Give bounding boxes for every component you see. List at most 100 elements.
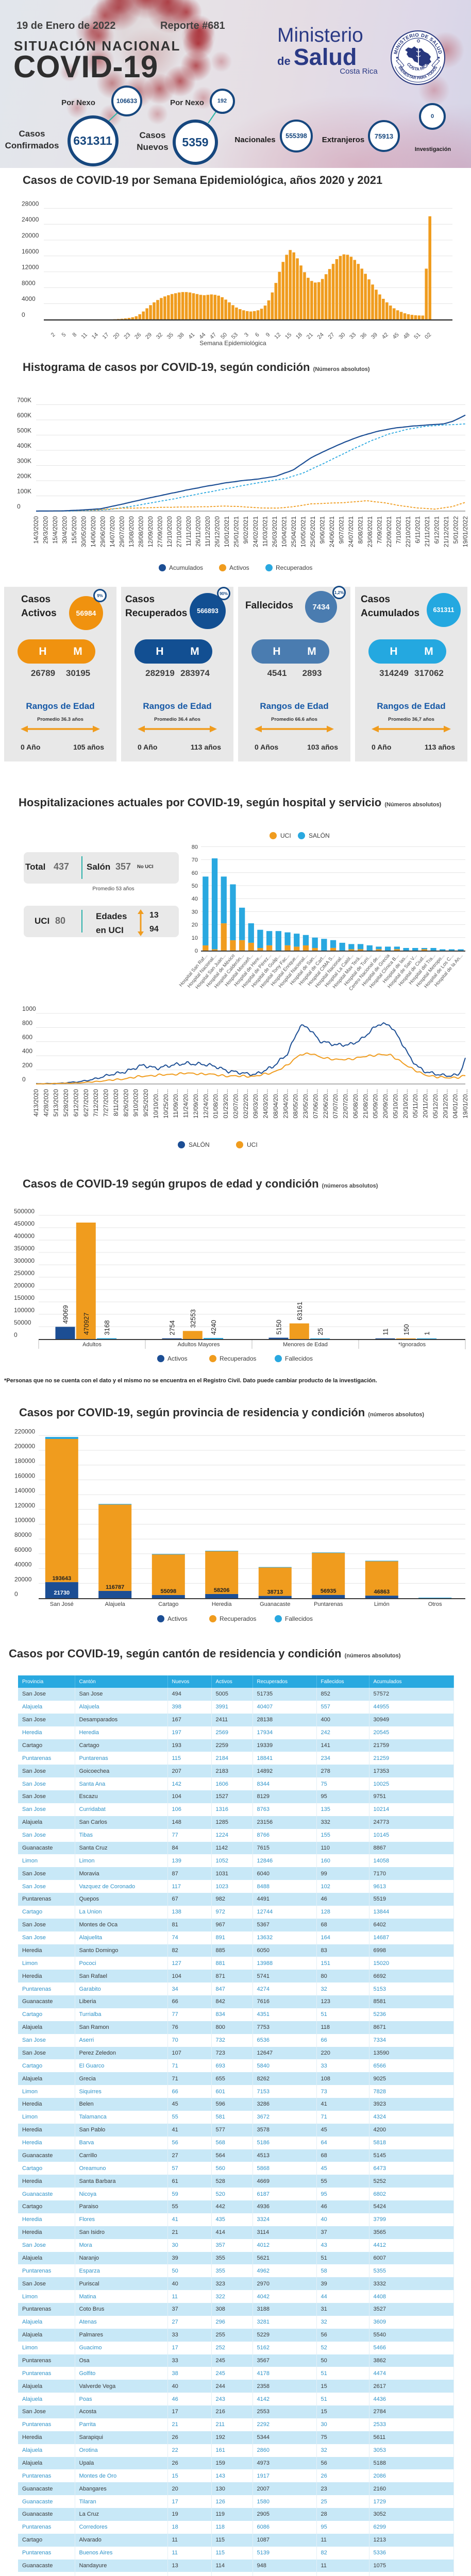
svg-text:6/27/2020: 6/27/2020 (82, 1089, 90, 1117)
svg-text:21730: 21730 (54, 1590, 70, 1596)
svg-text:9/25/2020: 9/25/2020 (142, 1089, 149, 1117)
svg-text:05/09/20...: 05/09/20... (372, 1089, 379, 1118)
svg-text:19/01/20...: 19/01/20... (462, 1089, 469, 1118)
svg-text:8000: 8000 (22, 279, 36, 286)
svg-text:Recuperados: Recuperados (276, 564, 312, 571)
svg-text:21/11/2021: 21/11/2021 (424, 516, 431, 547)
svg-text:250000: 250000 (14, 1269, 35, 1277)
svg-text:200: 200 (22, 1062, 32, 1069)
svg-text:Recuperados: Recuperados (220, 1355, 256, 1362)
svg-text:38: 38 (177, 332, 186, 341)
svg-text:10: 10 (192, 935, 198, 941)
svg-text:23/05/20...: 23/05/20... (302, 1089, 309, 1118)
svg-text:Activos: Activos (167, 1355, 188, 1362)
svg-text:9: 9 (265, 332, 272, 338)
svg-text:09/03/20...: 09/03/20... (252, 1089, 259, 1118)
svg-text:0: 0 (22, 1076, 26, 1083)
svg-text:1000: 1000 (22, 1005, 36, 1012)
svg-text:140000: 140000 (14, 1487, 35, 1494)
svg-text:5/13/2020: 5/13/2020 (53, 1089, 60, 1117)
svg-text:23: 23 (123, 332, 131, 341)
svg-text:33: 33 (348, 332, 357, 341)
svg-text:400000: 400000 (14, 1232, 35, 1240)
svg-text:50: 50 (192, 883, 198, 889)
svg-text:18: 18 (295, 332, 304, 341)
svg-text:23/08/2021: 23/08/2021 (366, 516, 374, 547)
svg-text:100000: 100000 (14, 1307, 35, 1314)
svg-text:8/11/2020: 8/11/2020 (112, 1089, 120, 1116)
svg-text:470927: 470927 (82, 1313, 90, 1335)
svg-text:24/07/2021: 24/07/2021 (347, 516, 355, 547)
svg-text:12000: 12000 (22, 264, 39, 271)
svg-text:26: 26 (133, 332, 142, 341)
svg-text:02/22/20...: 02/22/20... (242, 1089, 249, 1118)
svg-text:13/08/2020: 13/08/2020 (128, 516, 135, 547)
svg-text:100K: 100K (17, 488, 31, 495)
svg-text:Limón: Limón (374, 1601, 390, 1607)
svg-text:3: 3 (243, 332, 250, 338)
svg-text:15/4/2020: 15/4/2020 (52, 516, 59, 544)
svg-text:9/06/2021: 9/06/2021 (318, 516, 326, 544)
svg-text:29: 29 (144, 332, 153, 341)
svg-text:4/13/2020: 4/13/2020 (32, 1089, 40, 1117)
svg-text:200000: 200000 (14, 1282, 35, 1289)
svg-text:26/11/2020: 26/11/2020 (195, 516, 202, 547)
svg-text:28/08/2020: 28/08/2020 (138, 516, 145, 547)
svg-text:11/03/2021: 11/03/2021 (261, 516, 268, 547)
svg-text:350000: 350000 (14, 1245, 35, 1252)
svg-text:32553: 32553 (189, 1309, 197, 1328)
svg-text:SALÓN: SALÓN (189, 1141, 210, 1148)
svg-text:600K: 600K (17, 412, 31, 419)
svg-text:60: 60 (192, 870, 198, 876)
svg-text:20/12/20...: 20/12/20... (442, 1089, 449, 1118)
svg-text:2754: 2754 (169, 1320, 176, 1335)
svg-text:Heredia: Heredia (212, 1601, 232, 1607)
svg-text:51: 51 (413, 332, 422, 341)
svg-text:Recuperados: Recuperados (220, 1615, 256, 1622)
svg-text:600: 600 (22, 1033, 32, 1041)
svg-text:58206: 58206 (214, 1587, 230, 1594)
svg-text:11/11/2020: 11/11/2020 (185, 516, 192, 547)
svg-text:0: 0 (195, 948, 198, 954)
svg-text:0: 0 (14, 1590, 18, 1598)
svg-text:27: 27 (327, 332, 336, 341)
svg-text:39: 39 (370, 332, 379, 341)
svg-text:10/10/20...: 10/10/20... (153, 1089, 160, 1118)
svg-text:22/06/20...: 22/06/20... (322, 1089, 329, 1118)
svg-text:7/10/2021: 7/10/2021 (395, 516, 402, 544)
svg-text:4/28/2020: 4/28/2020 (42, 1089, 49, 1117)
svg-text:80: 80 (192, 844, 198, 850)
svg-text:22/09/2021: 22/09/2021 (385, 516, 393, 547)
svg-text:300K: 300K (17, 457, 31, 465)
svg-text:50000: 50000 (14, 1319, 31, 1326)
svg-text:11/09/20...: 11/09/20... (172, 1089, 179, 1118)
svg-text:5/01/2022: 5/01/2022 (452, 516, 460, 544)
svg-text:7/12/2020: 7/12/2020 (92, 1089, 99, 1117)
svg-text:48: 48 (402, 332, 411, 341)
svg-text:19/01/2022: 19/01/2022 (462, 516, 469, 547)
svg-text:05/11/20...: 05/11/20... (412, 1089, 419, 1118)
svg-text:01/08/20...: 01/08/20... (212, 1089, 220, 1118)
svg-text:21: 21 (306, 332, 314, 341)
svg-text:8: 8 (72, 332, 78, 338)
svg-text:38713: 38713 (267, 1589, 283, 1596)
svg-text:Puntarenas: Puntarenas (314, 1601, 343, 1607)
svg-text:20/10/20...: 20/10/20... (402, 1089, 409, 1118)
svg-text:24/02/2021: 24/02/2021 (252, 516, 259, 547)
svg-text:12: 12 (273, 332, 282, 341)
svg-text:9/02/2021: 9/02/2021 (242, 516, 249, 544)
svg-text:10/04/2021: 10/04/2021 (280, 516, 288, 547)
svg-text:35: 35 (166, 332, 175, 341)
svg-text:7/27/2020: 7/27/2020 (103, 1089, 110, 1117)
svg-text:11: 11 (382, 1328, 390, 1335)
svg-text:26/12/2020: 26/12/2020 (214, 516, 221, 547)
svg-text:41: 41 (187, 332, 196, 341)
svg-text:25/05/2021: 25/05/2021 (309, 516, 316, 547)
svg-text:7/09/2021: 7/09/2021 (376, 516, 383, 544)
svg-text:30: 30 (192, 909, 198, 915)
svg-text:200000: 200000 (14, 1443, 35, 1450)
svg-text:29/07/2020: 29/07/2020 (119, 516, 126, 547)
svg-text:8/26/2020: 8/26/2020 (122, 1089, 129, 1117)
svg-text:63161: 63161 (296, 1302, 304, 1320)
svg-text:Acumulados: Acumulados (169, 564, 203, 571)
